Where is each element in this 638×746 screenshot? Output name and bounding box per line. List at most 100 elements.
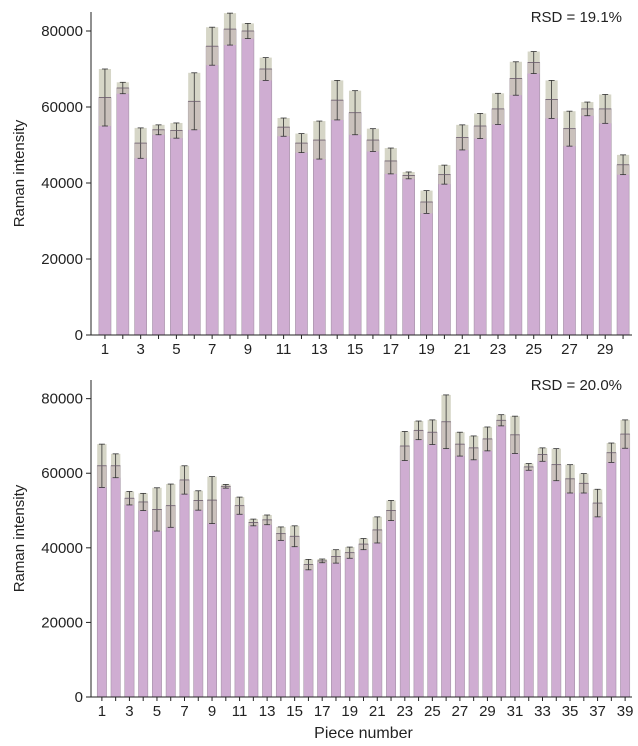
- bar-30: [616, 164, 630, 336]
- bar-31: [510, 434, 520, 698]
- bar-30: [496, 420, 507, 698]
- bar-18: [331, 556, 341, 698]
- bar-20: [438, 174, 451, 336]
- bar-29: [598, 108, 612, 336]
- bar-13: [313, 139, 326, 336]
- rsd-annotation: RSD = 20.0%: [531, 377, 622, 394]
- bar-37: [592, 502, 603, 698]
- bar-24: [413, 430, 424, 698]
- x-tick-label: 31: [507, 703, 524, 720]
- x-tick-label: 25: [424, 703, 441, 720]
- bar-25: [427, 431, 438, 698]
- x-tick-label: 1: [98, 703, 106, 720]
- y-axis-label: Raman intensity: [11, 119, 28, 227]
- bar-6: [165, 505, 176, 698]
- bar-2: [116, 87, 130, 336]
- y-axis-label: Raman intensity: [11, 484, 28, 592]
- y-tick-label: 40000: [41, 175, 83, 192]
- bar-15: [289, 536, 300, 698]
- bar-23: [399, 445, 410, 698]
- bar-10: [259, 68, 273, 336]
- bar-27: [563, 128, 576, 336]
- y-tick-label: 60000: [41, 99, 83, 116]
- x-tick-label: 9: [244, 341, 252, 358]
- y-tick-label: 80000: [41, 23, 83, 40]
- x-tick-label: 19: [418, 341, 435, 358]
- x-axis-label: Piece number: [314, 725, 413, 741]
- bar-8: [223, 28, 237, 336]
- bar-12: [248, 522, 259, 698]
- bar-16: [303, 564, 314, 698]
- bar-1: [96, 465, 107, 698]
- bar-35: [565, 478, 575, 698]
- bar-29: [482, 438, 493, 698]
- bar-16: [366, 139, 380, 336]
- y-tick-label: 40000: [41, 540, 83, 557]
- bar-9: [241, 30, 255, 336]
- bar-3: [124, 497, 135, 698]
- x-tick-label: 13: [311, 341, 328, 358]
- x-tick-label: 25: [525, 341, 542, 358]
- bar-26: [545, 99, 558, 336]
- bar-28: [581, 108, 594, 336]
- y-tick-label: 20000: [41, 614, 83, 631]
- x-tick-label: 11: [276, 341, 292, 358]
- bar-2: [110, 465, 121, 698]
- bar-17: [384, 160, 398, 336]
- y-tick-label: 60000: [41, 465, 83, 482]
- bar-23: [491, 108, 505, 336]
- bar-11: [277, 126, 290, 336]
- bar-14: [275, 533, 286, 698]
- bar-19: [344, 552, 355, 698]
- bar-36: [578, 483, 589, 698]
- bar-26: [441, 421, 452, 698]
- x-tick-label: 27: [452, 703, 469, 720]
- x-tick-label: 3: [136, 341, 144, 358]
- x-tick-label: 15: [286, 703, 303, 720]
- bar-4: [138, 501, 149, 698]
- x-tick-label: 1: [101, 341, 109, 358]
- x-tick-label: 29: [479, 703, 496, 720]
- bar-7: [205, 45, 219, 336]
- bar-13: [262, 519, 273, 698]
- x-tick-label: 27: [561, 341, 578, 358]
- bar-22: [386, 510, 396, 698]
- y-tick-label: 0: [75, 689, 83, 706]
- x-tick-label: 39: [617, 703, 634, 720]
- x-tick-label: 21: [369, 703, 386, 720]
- bar-10: [220, 486, 231, 698]
- bar-38: [606, 452, 617, 698]
- x-tick-label: 21: [454, 341, 471, 358]
- x-tick-label: 5: [172, 341, 180, 358]
- bar-4: [152, 129, 165, 336]
- bar-3: [134, 142, 147, 336]
- x-tick-label: 35: [562, 703, 579, 720]
- bar-14: [330, 99, 344, 336]
- y-tick-label: 20000: [41, 251, 83, 268]
- x-tick-label: 19: [341, 703, 358, 720]
- rsd-annotation: RSD = 19.1%: [531, 9, 622, 26]
- bar-20: [358, 543, 369, 698]
- x-tick-label: 23: [396, 703, 413, 720]
- x-tick-label: 7: [180, 703, 188, 720]
- bar-34: [551, 464, 562, 698]
- bar-39: [620, 433, 631, 698]
- bar-1: [98, 97, 112, 336]
- bar-5: [152, 509, 162, 698]
- x-tick-label: 29: [597, 341, 614, 358]
- x-tick-label: 17: [382, 341, 399, 358]
- bar-17: [317, 560, 328, 698]
- bar-7: [179, 479, 190, 698]
- x-tick-label: 3: [125, 703, 133, 720]
- bar-11: [234, 505, 245, 698]
- x-tick-label: 11: [232, 703, 248, 720]
- bar-25: [527, 62, 541, 336]
- bar-8: [193, 500, 204, 698]
- bar-21: [455, 137, 469, 336]
- bar-19: [420, 201, 433, 336]
- x-tick-label: 5: [153, 703, 161, 720]
- bar-32: [523, 466, 534, 698]
